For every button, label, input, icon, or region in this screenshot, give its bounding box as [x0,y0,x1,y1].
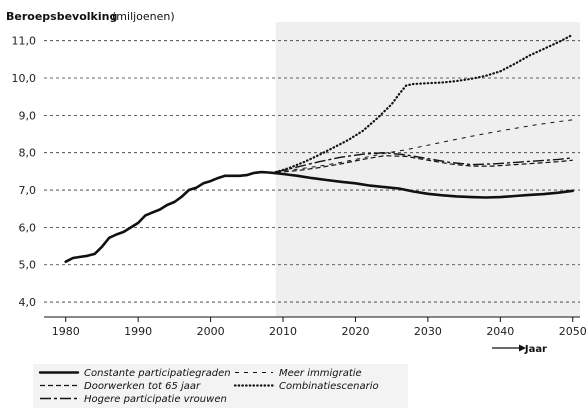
legend-label: Hogere participatie vrouwen [84,394,227,405]
legend-label: Meer immigratie [279,368,362,379]
y-tick-labels: 4,0 5,0 6,0 7,0 8,0 9,0 10,0 11,0 [12,35,37,309]
x-axis-arrow-head [519,344,526,352]
y-tick-label: 11,0 [12,35,37,48]
legend-label: Combinatiescenario [279,381,379,392]
x-tick-label: 2040 [486,325,514,338]
x-axis-label-group: Jaar [492,344,547,355]
x-tick-label: 2020 [341,325,369,338]
y-tick-label: 4,0 [19,296,37,309]
chart-title: Beroepsbevolking [6,10,117,23]
legend-label: Doorwerken tot 65 jaar [84,381,201,392]
x-tick-label: 2000 [197,325,225,338]
legend-box [33,364,408,408]
series-line [275,119,573,172]
chart-title-unit: (miljoenen) [112,10,175,23]
gridlines [44,40,580,303]
x-tick-label: 2050 [559,325,587,338]
series-line [275,151,573,173]
projection-shading [275,22,580,317]
legend-label: Constante participatiegraden [84,368,231,379]
series-line [64,170,575,264]
x-tick-label: 2010 [269,325,297,338]
y-tick-label: 9,0 [19,109,37,122]
y-tick-label: 6,0 [19,221,37,234]
y-tick-label: 8,0 [19,147,37,160]
x-axis: 1980 1990 2000 2010 2020 2030 2040 2050 [44,316,587,338]
y-tick-label: 7,0 [19,184,37,197]
x-axis-label: Jaar [524,344,547,355]
x-tick-label: 1990 [124,325,152,338]
series-line [274,33,574,174]
y-tick-label: 5,0 [19,259,37,272]
legend: Constante participatiegraden Doorwerken t… [38,368,379,405]
x-tick-label: 1980 [52,325,80,338]
y-tick-label: 10,0 [12,72,37,85]
x-tick-label: 2030 [414,325,442,338]
series-line [275,155,573,174]
series-lines [64,33,575,264]
